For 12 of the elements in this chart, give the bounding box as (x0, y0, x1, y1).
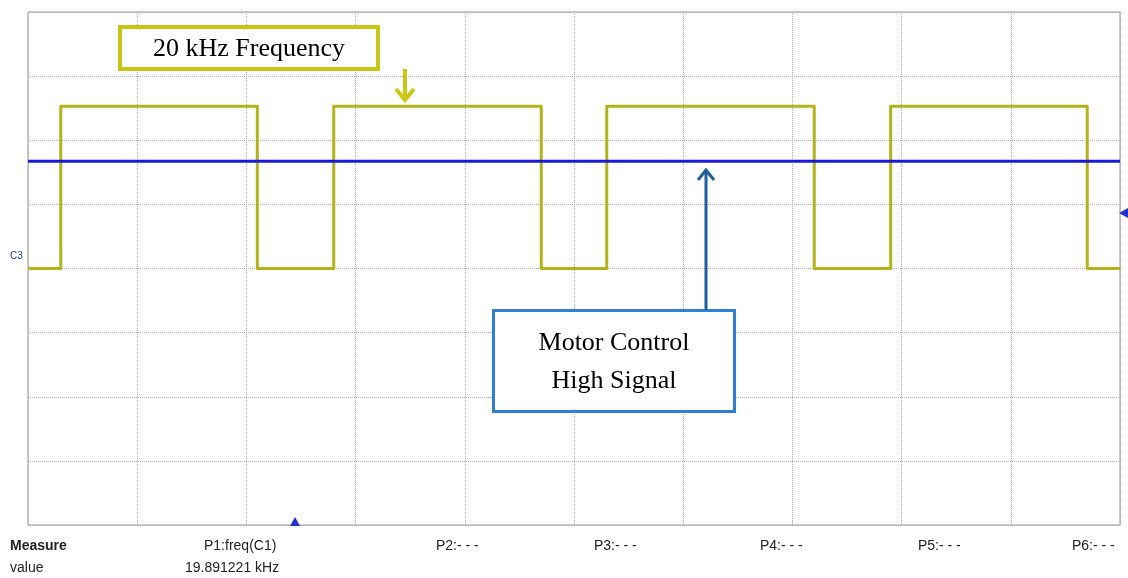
text: P1:freq(C1) (204, 537, 277, 553)
text: Motor Control High Signal (492, 309, 736, 413)
text: value (10, 559, 44, 575)
text: P2:- - - (436, 537, 479, 553)
text: P3:- - - (594, 537, 637, 553)
text: 19.891221 kHz (185, 559, 280, 575)
text: 20 kHz Frequency (118, 25, 380, 71)
text: P6:- - - (1072, 537, 1115, 553)
text: P4:- - - (760, 537, 803, 553)
text: Measure (10, 537, 67, 553)
text: P5:- - - (918, 537, 961, 553)
text: C3 (10, 250, 23, 261)
